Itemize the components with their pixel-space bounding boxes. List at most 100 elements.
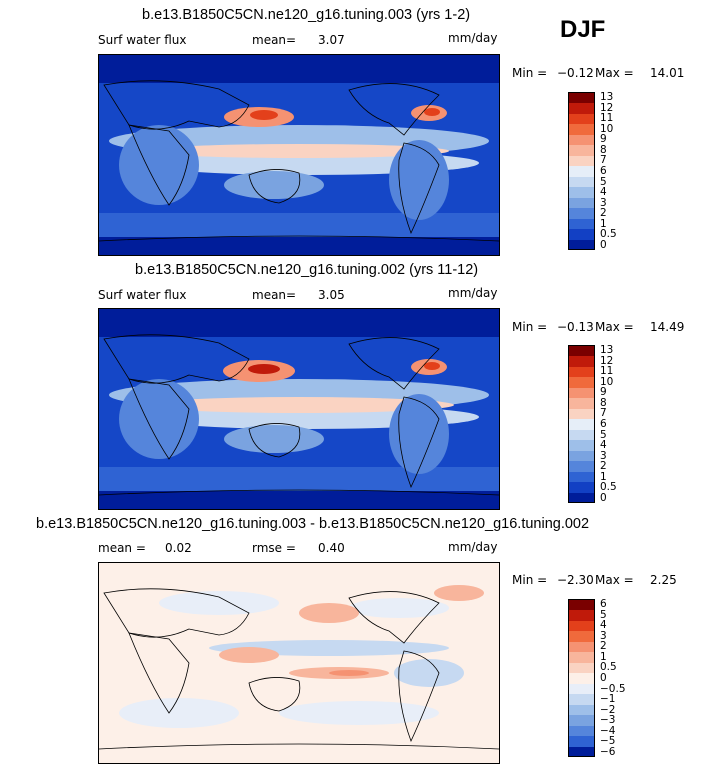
panel3-pos-patch-3 [434, 585, 484, 601]
panel2-variable-label: Surf water flux [98, 288, 187, 302]
panel1-mean-value: 3.07 [318, 33, 345, 47]
colorbar-tick-label: 8 [600, 143, 607, 156]
panel2-antarctic-dry [99, 491, 499, 509]
colorbar-segment [568, 492, 595, 504]
panel2-min-label: Min = [512, 320, 548, 334]
panel2-africa-region [119, 379, 199, 459]
panel3-pos-core [329, 670, 369, 676]
panel1-gulf-stream-core [424, 108, 440, 116]
panel2-kuroshio-core [248, 364, 280, 374]
panel1-units: mm/day [448, 31, 498, 45]
panel2-southern-band [99, 467, 499, 491]
colorbar-tick-label: 11 [600, 365, 614, 378]
colorbar-segment [568, 450, 595, 462]
colorbar-segment [568, 113, 595, 125]
panel2-antarctica-coast [99, 489, 499, 496]
colorbar-tick-label: 3 [600, 196, 607, 209]
colorbar-tick-label: 13 [600, 344, 614, 357]
colorbar-tick-label: 6 [600, 598, 607, 611]
panel3-south-america-coast [398, 650, 440, 743]
colorbar-tick-label: 0 [600, 672, 607, 684]
panel1-north-america-coast [348, 83, 440, 136]
panel3-map-svg [99, 563, 499, 763]
colorbar-segment [568, 366, 595, 378]
panel1-south-america-region [389, 140, 449, 220]
colorbar-tick-label: 12 [600, 354, 614, 367]
panel3-antarctica-coast [99, 743, 499, 750]
panel2-max-value: 14.49 [650, 320, 685, 334]
colorbar-segment [568, 746, 595, 758]
colorbar-tick-label: 3 [600, 629, 607, 642]
colorbar-segment [568, 228, 595, 240]
colorbar-tick-label: 2 [600, 640, 607, 653]
colorbar-segment [568, 123, 595, 135]
colorbar-tick-label: 10 [600, 375, 614, 388]
panel3-max-label: Max = [595, 573, 634, 587]
panel1-africa-coast [128, 124, 190, 206]
panel3-neg-patch-4 [119, 698, 239, 728]
panel1-min-label: Min = [512, 66, 548, 80]
panel2-min-value: −0.13 [557, 320, 594, 334]
colorbar-tick-label: 5 [600, 608, 607, 621]
panel1-min-value: −0.12 [557, 66, 594, 80]
colorbar-tick-label: 0.5 [600, 481, 617, 494]
colorbar-tick-label: 4 [600, 186, 607, 199]
panel2-australia-coast [248, 423, 301, 458]
colorbar-tick-label: 5 [600, 428, 607, 441]
panel1-title: b.e13.B1850C5CN.ne120_g16.tuning.003 (yr… [142, 7, 471, 23]
colorbar-tick-label: 2 [600, 207, 607, 220]
colorbar-tick-label: 1 [600, 650, 607, 663]
colorbar-tick-label: 8 [600, 396, 607, 409]
colorbar-segment [568, 102, 595, 114]
panel2-mean-label: mean= [252, 288, 297, 302]
colorbar-tick-label: 12 [600, 101, 614, 114]
colorbar-segment [568, 387, 595, 399]
panel2-map [98, 308, 500, 510]
colorbar-segment [568, 735, 595, 747]
panel2-map-svg [99, 309, 499, 509]
colorbar-segment [568, 725, 595, 737]
panel2-south-america-coast [398, 396, 440, 489]
colorbar-segment [568, 92, 595, 104]
colorbar-segment [568, 714, 595, 726]
panel1-antarctic-dry [99, 237, 499, 255]
panel1-australia-coast [248, 169, 301, 204]
colorbar-tick-label: 1 [600, 470, 607, 483]
colorbar-segment [568, 345, 595, 357]
colorbar-tick-label: −0.5 [600, 682, 626, 695]
panel1-variable-label: Surf water flux [98, 33, 187, 47]
colorbar-tick-label: 11 [600, 112, 614, 125]
colorbar-segment [568, 641, 595, 653]
colorbar-segment [568, 176, 595, 188]
colorbar-tick-label: 2 [600, 460, 607, 473]
colorbar-tick-label: 0 [600, 491, 607, 504]
panel3-australia-coast [248, 677, 301, 712]
colorbar-tick-label: 1 [600, 217, 607, 230]
panel3-title: b.e13.B1850C5CN.ne120_g16.tuning.003 - b… [36, 516, 590, 532]
panel3-colorbar-frame [568, 599, 595, 757]
colorbar-segment [568, 704, 595, 716]
colorbar-segment [568, 630, 595, 642]
panel1-colorbar-frame [568, 92, 595, 250]
colorbar-tick-label: 4 [600, 439, 607, 452]
panel2-australia-region [224, 425, 324, 453]
panel1-map-svg [99, 55, 499, 255]
colorbar-tick-label: 13 [600, 91, 614, 104]
colorbar-segment [568, 197, 595, 209]
colorbar-segment [568, 481, 595, 493]
panel3-map [98, 562, 500, 764]
panel1-max-value: 14.01 [650, 66, 685, 80]
colorbar-segment [568, 599, 595, 611]
panel2-units: mm/day [448, 286, 498, 300]
colorbar-segment [568, 408, 595, 420]
colorbar-tick-label: −3 [600, 714, 616, 727]
colorbar-segment [568, 165, 595, 177]
colorbar-segment [568, 429, 595, 441]
panel2-mean-value: 3.05 [318, 288, 345, 302]
colorbar-tick-label: 5 [600, 175, 607, 188]
panel2-africa-coast [128, 378, 190, 460]
colorbar-tick-label: 7 [600, 407, 607, 420]
panel1-australia-region [224, 171, 324, 199]
panel3-neg-patch-1 [159, 591, 279, 615]
colorbar-segment [568, 376, 595, 388]
